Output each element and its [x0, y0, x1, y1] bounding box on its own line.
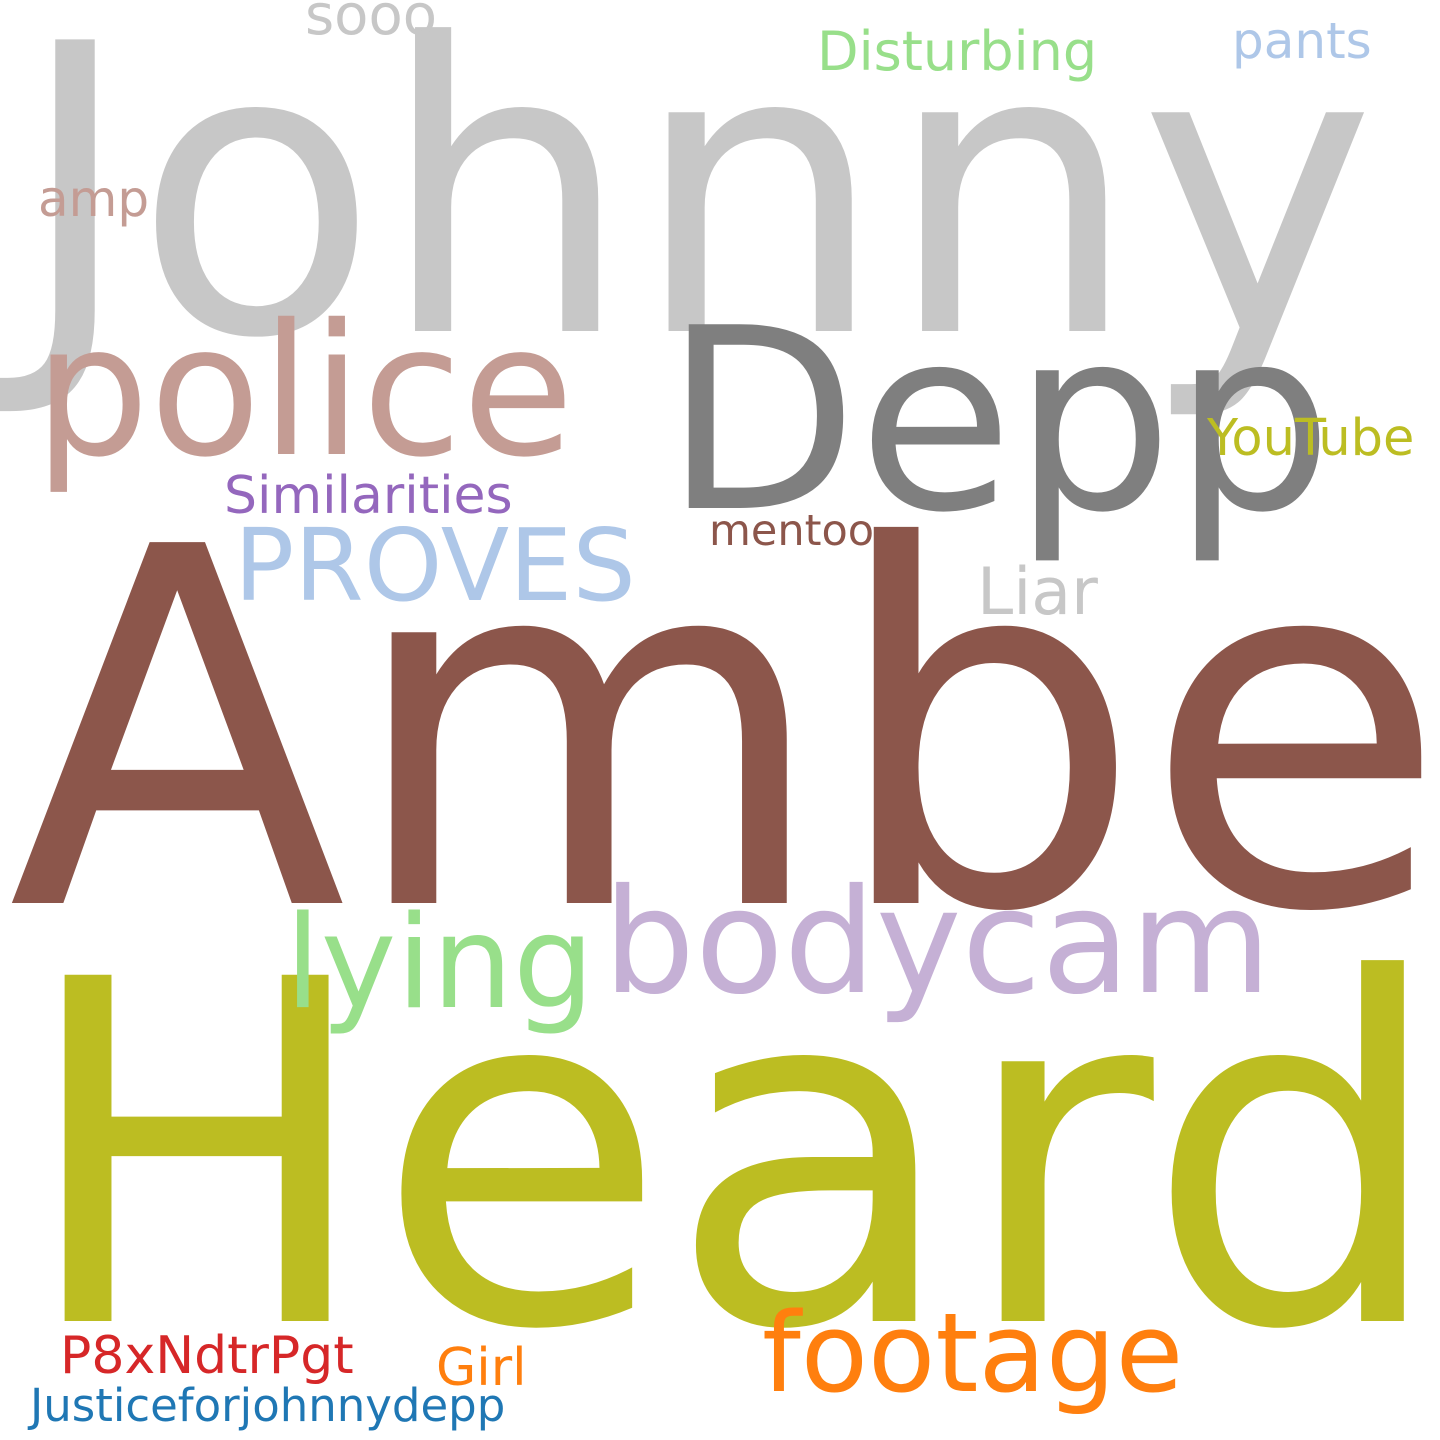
word-bodycam: bodycam	[603, 858, 1272, 1027]
word-youtube: YouTube	[1207, 409, 1415, 468]
word-depp: Depp	[664, 275, 1334, 568]
word-sooo: sooo	[305, 0, 437, 48]
word-amber: Amber	[8, 444, 1440, 1020]
word-johnny: Johnny	[16, 0, 1376, 426]
word-police: police	[34, 285, 575, 497]
word-disturbing: Disturbing	[817, 20, 1098, 83]
word-heard: Heard	[18, 881, 1440, 1434]
word-footage: footage	[762, 1289, 1184, 1417]
word-girl: Girl	[436, 1338, 527, 1398]
word-amp: amp	[38, 170, 150, 228]
word-justiceforjohnnydepp: Justiceforjohnnydepp	[30, 1379, 506, 1432]
word-liar: Liar	[977, 555, 1098, 630]
word-mentoo: mentoo	[709, 506, 875, 556]
word-pants: pants	[1232, 12, 1372, 70]
word-p8xndtrpgt: P8xNdtrPgt	[60, 1326, 354, 1386]
word-proves: PROVES	[234, 507, 636, 624]
word-similarities: Similarities	[224, 466, 513, 526]
word-lying: lying	[285, 889, 595, 1038]
